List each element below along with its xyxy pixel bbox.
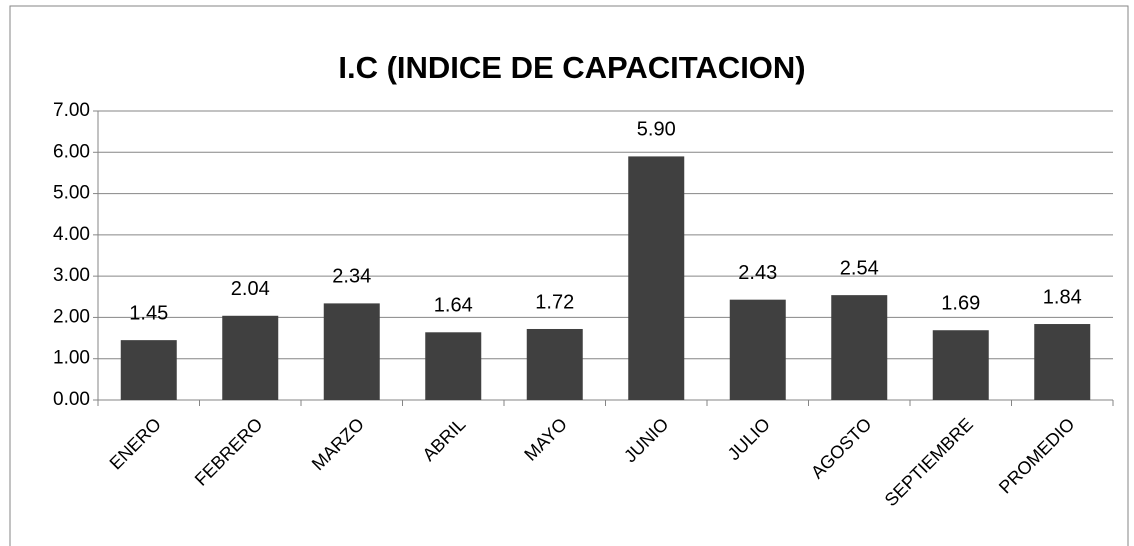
y-tick-label: 1.00 (53, 348, 90, 369)
y-tick-label: 7.00 (53, 100, 90, 121)
bar (1034, 324, 1091, 400)
bar (831, 295, 888, 400)
value-label: 2.04 (231, 278, 270, 300)
value-label: 2.34 (332, 266, 371, 288)
y-tick-label: 0.00 (53, 389, 90, 410)
chart-title: I.C (INDICE DE CAPACITACION) (338, 50, 805, 85)
value-label: 2.54 (840, 257, 879, 279)
y-tick-label: 6.00 (53, 141, 90, 162)
y-tick-label: 4.00 (53, 224, 90, 245)
bar (526, 328, 583, 400)
bar (729, 299, 786, 400)
y-tick-label: 2.00 (53, 306, 90, 327)
bar (628, 156, 685, 400)
bar (222, 315, 279, 400)
value-label: 1.84 (1043, 286, 1082, 308)
value-label: 1.72 (535, 291, 574, 313)
bar (425, 332, 482, 400)
y-tick-label: 3.00 (53, 265, 90, 286)
bar (323, 303, 380, 400)
y-tick-label: 5.00 (53, 183, 90, 204)
value-label: 1.45 (129, 302, 168, 324)
bar (120, 340, 177, 400)
bar (932, 330, 989, 400)
value-label: 5.90 (637, 119, 676, 141)
value-label: 2.43 (738, 262, 777, 284)
value-label: 1.64 (434, 295, 473, 317)
value-label: 1.69 (941, 293, 980, 315)
